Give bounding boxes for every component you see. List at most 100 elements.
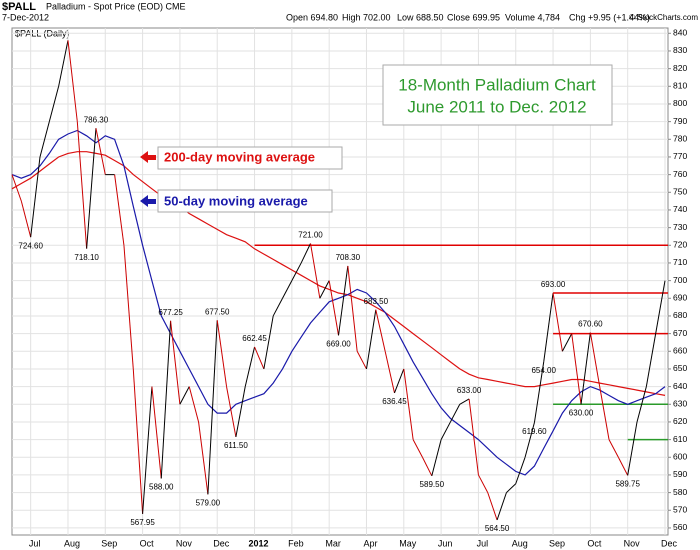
x-tick-label: Nov [176,538,193,548]
y-tick-label: 760 [673,169,687,179]
stat: Open 694.80 [286,12,338,22]
stat: Low 688.50 [397,12,444,22]
price-segment [477,474,489,493]
value-label: 724.60 [18,241,43,250]
y-tick-label: 830 [673,45,687,55]
price-segment [627,421,638,476]
price-segment [599,386,610,440]
price-segment [123,245,134,369]
y-tick-label: 720 [673,240,687,250]
price-segment [95,128,106,175]
price-segment [272,298,283,317]
price-segment [655,280,666,334]
price-segment [170,320,181,405]
value-label: 619.60 [522,427,547,436]
x-tick-label: Aug [64,538,80,548]
y-tick-label: 710 [673,257,687,267]
price-segment [468,398,479,475]
annotation-frame [382,64,613,126]
price-segment [300,243,311,264]
price-segment [459,398,470,405]
x-tick-label: Nov [624,538,641,548]
symbol: $PALL [2,1,36,13]
price-segment [244,346,256,387]
price-segment [20,200,32,238]
price-segment [580,332,591,405]
value-label: 708.30 [336,253,361,262]
y-tick-label: 620 [673,416,687,426]
price-segment [39,121,50,158]
value-label: 786.30 [84,115,109,124]
value-label: 564.50 [485,524,510,533]
x-tick-label: Dec [661,538,678,548]
value-label: 677.25 [158,308,183,317]
price-segment [263,315,274,370]
x-tick-label: Oct [140,538,155,548]
x-tick-label: Dec [213,538,230,548]
price-segment [151,386,162,479]
price-segment [207,320,218,495]
x-tick-label: Jun [438,538,453,548]
x-tick-label: Mar [325,538,341,548]
value-label: 670.60 [578,320,603,329]
value-label: 693.00 [541,280,566,289]
x-tick-label: Feb [288,538,304,548]
price-segment [48,86,60,122]
y-tick-label: 690 [673,293,687,303]
price-segment [11,174,22,202]
price-segment [533,361,545,423]
y-tick-label: 670 [673,328,687,338]
y-tick-label: 640 [673,381,687,391]
value-label: 662.45 [242,334,267,343]
copyright: © StockCharts.com [629,13,698,22]
value-label: 633.00 [457,386,482,395]
value-label: 718.10 [74,253,99,262]
x-tick-label: Apr [363,538,377,548]
date: 7-Dec-2012 [2,12,49,22]
price-segment [132,368,144,514]
price-segment [58,40,69,87]
price-segment [375,309,386,352]
stat: Close 699.95 [447,12,500,22]
price-segment [440,421,451,440]
price-segment [608,439,619,458]
price-segment [487,492,498,521]
x-tick-label: Sep [101,538,117,548]
x-tick-label: Jul [477,538,489,548]
price-segment [310,243,321,299]
price-segment [431,439,442,476]
price-segment [524,422,535,458]
legend-label: 200-day moving average [164,149,315,164]
price-segment [636,386,647,423]
y-tick-label: 780 [673,134,687,144]
legend-arrow [140,195,156,207]
y-tick-label: 590 [673,469,687,479]
y-tick-label: 800 [673,98,687,108]
annotation-box: 18-Month Palladium Chart June 2011 to De… [382,64,613,126]
y-tick-label: 770 [673,151,687,161]
price-segment [291,262,302,281]
moving-average-line [11,151,666,396]
legend: 200-day moving average 50-day moving ave… [140,146,343,213]
legend-frame [157,146,343,170]
price-segment [403,368,414,440]
y-tick-label: 840 [673,28,687,38]
value-label: 636.45 [382,397,407,406]
price-segment [338,265,349,336]
y-tick-label: 680 [673,310,687,320]
price-segment [543,292,554,362]
y-tick-label: 820 [673,63,687,73]
y-tick-label: 730 [673,222,687,232]
price-segment [356,351,367,370]
price-segment [160,320,172,479]
value-label: 611.50 [224,441,248,450]
value-label: 721.00 [298,231,323,240]
stat: High 702.00 [342,12,391,22]
price-segment [30,156,41,238]
annotation-line: 18-Month Palladium Chart [398,75,596,94]
x-tick-label: Oct [587,538,602,548]
price-segment [235,386,246,438]
price-segment [76,121,88,249]
price-segment [226,386,237,438]
price-segment [179,386,190,405]
